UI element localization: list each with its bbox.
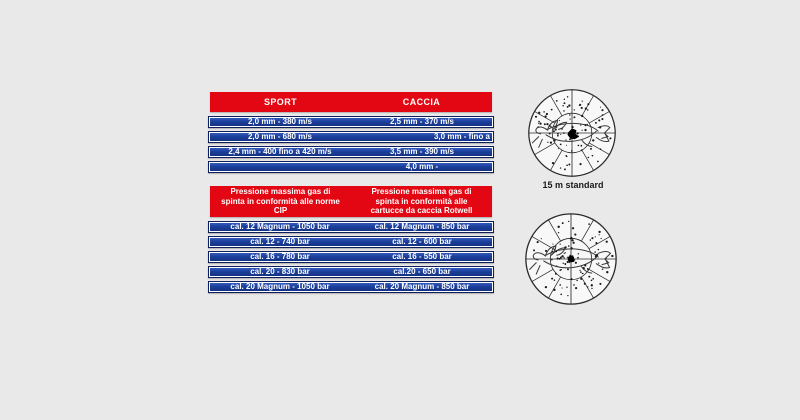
table-cell-left: cal. 16 - 780 bar — [250, 252, 310, 261]
table-cell-right: cal. 16 - 550 bar — [392, 252, 452, 261]
table-cell-left: cal. 12 Magnum - 1050 bar — [230, 222, 330, 231]
target-caption: 15 m standard — [542, 180, 604, 190]
table-cell-left: 2,4 mm - 400 fino a 420 m/s — [228, 147, 332, 156]
pressure-table-rows: cal. 12 Magnum - 1050 bar cal. 12 Magnum … — [208, 221, 494, 293]
table-cell-right: 2,5 mm - 370 m/s — [389, 117, 455, 126]
table-row: cal. 12 - 740 bar cal. 12 - 600 bar — [208, 236, 494, 248]
shot-pattern-image — [528, 89, 616, 177]
table-row: 4,0 mm - — [208, 161, 494, 173]
table-row: cal. 12 Magnum - 1050 bar cal. 12 Magnum … — [208, 221, 494, 233]
velocity-table-rows: 2,0 mm - 380 m/s 2,5 mm - 370 m/s 2,0 mm -… — [208, 116, 494, 173]
shot-pattern-target-2 — [524, 212, 618, 306]
ballistics-tables: SPORT CACCIA 2,0 mm - 380 m/s 2,5 mm - 37… — [208, 92, 494, 296]
column-header-caccia: CACCIA — [402, 97, 441, 107]
table-cell-left: cal. 20 - 830 bar — [250, 267, 310, 276]
shot-pattern-target-15m — [527, 88, 617, 178]
table-row: cal. 20 - 830 bar cal.20 - 650 bar — [208, 266, 494, 278]
table-cell-right: cal. 20 Magnum - 850 bar — [374, 282, 470, 291]
shot-pattern-image — [525, 213, 617, 305]
table-cell-right: 3,5 mm - 390 m/s — [389, 147, 455, 156]
table-cell-right: cal. 12 Magnum - 850 bar — [374, 222, 470, 231]
table-cell-right: 3,0 mm - fino a — [433, 132, 490, 141]
column-header-sport: SPORT — [263, 97, 297, 107]
table-cell-right: 4,0 mm - — [405, 162, 439, 171]
table-cell-left: 2,0 mm - 380 m/s — [247, 117, 313, 126]
table-cell-left: 2,0 mm - 680 m/s — [247, 132, 313, 141]
table-row: 2,0 mm - 680 m/s 3,0 mm - fino a — [208, 131, 494, 143]
table-cell-right: cal. 12 - 600 bar — [392, 237, 452, 246]
table-cell-left: cal. 12 - 740 bar — [250, 237, 310, 246]
table-cell-left: cal. 20 Magnum - 1050 bar — [230, 282, 330, 291]
velocity-table-header: SPORT CACCIA — [210, 92, 492, 112]
column-header-rotwell: Pressione massima gas di spinta in confo… — [370, 187, 473, 216]
table-row: cal. 16 - 780 bar cal. 16 - 550 bar — [208, 251, 494, 263]
table-cell-right: cal.20 - 650 bar — [393, 267, 451, 276]
table-row: 2,0 mm - 380 m/s 2,5 mm - 370 m/s — [208, 116, 494, 128]
table-row: 2,4 mm - 400 fino a 420 m/s 3,5 mm - 390 … — [208, 146, 494, 158]
pressure-table-header: Pressione massima gas di spinta in confo… — [210, 186, 492, 217]
column-header-cip: Pressione massima gas di spinta in confo… — [221, 187, 340, 216]
table-row: cal. 20 Magnum - 1050 bar cal. 20 Magnum … — [208, 281, 494, 293]
